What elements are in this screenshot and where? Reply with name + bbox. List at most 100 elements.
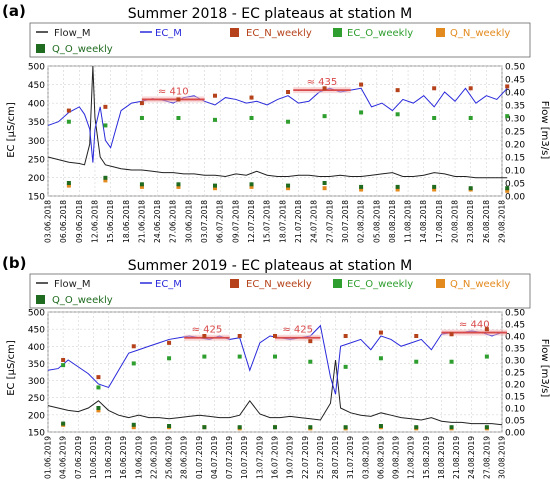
x-tick-label: 25.07.2019 [316, 436, 325, 479]
legend-swatch-q-o [36, 44, 45, 53]
marker-ec-n [414, 334, 419, 338]
marker-q-o [96, 406, 101, 410]
legend-label-flow: Flow_M [54, 28, 90, 39]
legend-label-flow: Flow_M [54, 279, 90, 290]
y2-tick-label: 0.50 [505, 63, 525, 73]
legend-label-ec-o: EC_O_weekly [347, 28, 413, 39]
marker-ec-n [61, 358, 66, 362]
marker-ec-o [449, 359, 454, 364]
marker-ec-n [359, 82, 364, 87]
x-tick-label: 30.08.2019 [498, 436, 507, 479]
x-tick-label: 26.08.2018 [482, 200, 491, 243]
marker-ec-n [395, 88, 400, 93]
marker-ec-o [322, 114, 327, 119]
x-tick-label: 18.06.2018 [122, 200, 131, 243]
panel-b: (b) Summer 2019 - EC plateaus at station… [2, 254, 550, 479]
x-tick-label: 15.06.2018 [106, 200, 115, 243]
marker-q-o [212, 183, 217, 188]
marker-ec-o [176, 116, 181, 120]
marker-q-n [505, 188, 510, 193]
y-tick-label: 200 [28, 411, 45, 421]
marker-q-o [237, 425, 242, 430]
x-tick-label: 04.07.2019 [210, 436, 219, 479]
legend-label-q-o: Q_O_weekly [52, 295, 113, 306]
y-tick-label: 200 [28, 174, 45, 184]
marker-q-o [202, 425, 207, 430]
y2-axis-label: Flow [m3/s] [539, 339, 550, 398]
y-tick-label: 250 [28, 155, 45, 165]
marker-ec-n [249, 95, 254, 100]
marker-ec-n [378, 330, 383, 335]
x-tick-label: 07.07.2019 [225, 436, 234, 479]
marker-q-o [359, 184, 364, 189]
y2-tick-label: 0.20 [505, 381, 525, 391]
marker-ec-o [131, 361, 136, 366]
legend-box [29, 273, 531, 309]
x-tick-label: 19.07.2019 [286, 436, 295, 479]
plateau-label: ≈ 425 [282, 325, 313, 336]
series-line-flow [47, 359, 503, 426]
x-tick-label: 03.06.2018 [44, 200, 53, 243]
marker-ec-o [505, 114, 510, 119]
marker-q-n [432, 187, 437, 192]
x-tick-label: 03.08.2019 [361, 436, 370, 479]
chart-title: Summer 2019 - EC plateaus at station M [128, 258, 412, 274]
y-tick-label: 250 [28, 394, 45, 404]
x-tick-label: 01.07.2019 [195, 436, 204, 479]
y2-tick-label: 0.40 [505, 89, 525, 99]
y2-tick-label: 0.45 [505, 76, 525, 86]
x-tick-label: 25.06.2019 [165, 436, 174, 479]
series-line-ec [47, 87, 508, 163]
x-tick-label: 12.08.2019 [407, 436, 416, 479]
plateau-label: ≈ 440 [459, 320, 490, 331]
marker-ec-o [167, 356, 172, 361]
y-tick-label: 350 [28, 118, 45, 128]
marker-ec-n [468, 86, 473, 91]
x-tick-label: 05.08.2018 [372, 200, 381, 243]
x-tick-label: 10.06.2019 [89, 436, 98, 479]
y-tick-label: 400 [28, 100, 45, 110]
series-line-flow [47, 65, 508, 179]
y2-tick-label: 0.05 [505, 417, 525, 427]
marker-q-n [96, 408, 101, 413]
x-tick-label: 27.07.2018 [325, 200, 334, 243]
x-tick-label: 15.07.2018 [263, 200, 272, 243]
marker-q-n [322, 186, 327, 191]
marker-ec-o [359, 110, 364, 115]
marker-q-o [131, 422, 136, 427]
legend-label-ec-n: EC_N_weekly [246, 28, 312, 39]
marker-ec-n [131, 344, 136, 349]
marker-ec-o [395, 112, 400, 117]
marker-q-o [449, 425, 454, 430]
x-tick-label: 04.06.2019 [59, 436, 68, 479]
panel-label: (a) [2, 2, 26, 20]
x-tick-label: 06.08.2019 [376, 436, 385, 479]
x-tick-label: 21.08.2019 [452, 436, 461, 479]
marker-q-o [395, 184, 400, 189]
marker-ec-n [505, 84, 510, 89]
marker-q-n [359, 187, 364, 192]
plateau-label: ≈ 425 [192, 325, 223, 336]
x-tick-label: 18.08.2019 [437, 436, 446, 479]
plateau-label: ≈ 435 [307, 77, 338, 88]
panel-a: (a) Summer 2018 - EC plateaus at station… [2, 2, 550, 243]
marker-ec-o [66, 119, 71, 124]
y2-tick-label: 0.25 [505, 128, 525, 138]
y-axis-label: EC [µS/cm] [6, 102, 17, 158]
marker-q-o [139, 182, 144, 187]
marker-q-o [322, 181, 327, 185]
x-tick-label: 06.07.2018 [216, 200, 225, 243]
y2-tick-label: 0.10 [505, 405, 525, 415]
marker-q-o [273, 425, 277, 430]
marker-q-n [286, 186, 291, 191]
marker-q-n [139, 184, 144, 189]
marker-ec-o [103, 123, 108, 128]
x-tick-label: 23.08.2018 [466, 200, 475, 243]
y2-tick-label: 0.35 [505, 102, 525, 112]
x-tick-label: 10.07.2019 [240, 436, 249, 479]
marker-ec-o [308, 359, 313, 364]
marker-ec-o [139, 116, 144, 120]
y2-tick-label: 0.30 [505, 357, 525, 367]
marker-ec-o [212, 117, 217, 122]
